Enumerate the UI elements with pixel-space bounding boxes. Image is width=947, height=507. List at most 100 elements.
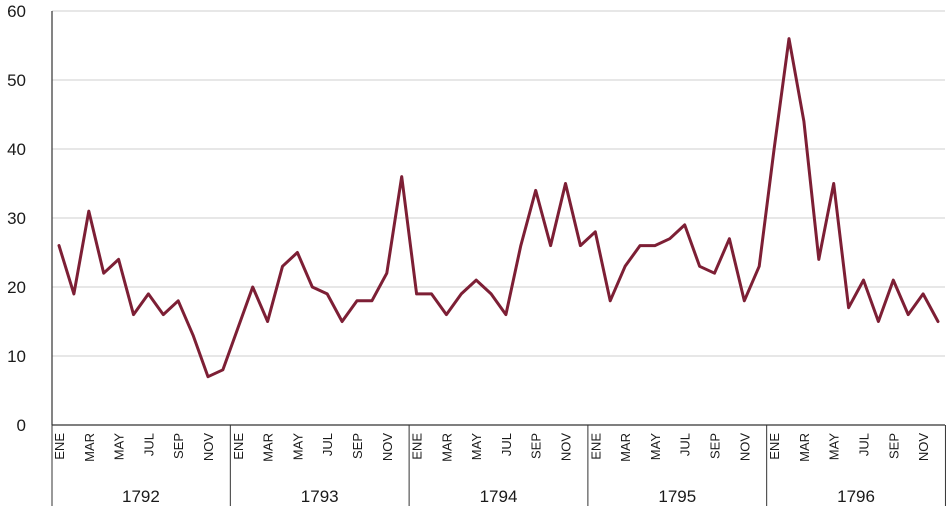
x-tick-label: SEP xyxy=(171,433,186,459)
x-tick-label: MAY xyxy=(290,433,305,461)
data-point xyxy=(192,334,195,337)
data-point xyxy=(206,375,209,378)
data-point xyxy=(579,244,582,247)
x-tick-label: NOV xyxy=(737,433,752,462)
x-tick-label: MAR xyxy=(82,433,97,462)
y-axis-tick-labels: 0 10 20 30 40 50 60 xyxy=(7,2,26,435)
data-point xyxy=(937,320,940,323)
x-tick-label: ENE xyxy=(588,433,603,460)
year-label: 1793 xyxy=(301,487,339,506)
x-tick-label: SEP xyxy=(529,433,544,459)
x-axis-year-labels: 1792 1793 1794 1795 1796 xyxy=(122,487,875,506)
data-point xyxy=(266,320,269,323)
data-point xyxy=(653,244,656,247)
x-tick-label: ENE xyxy=(52,433,67,460)
data-point xyxy=(400,175,403,178)
y-tick-label: 10 xyxy=(7,347,26,366)
data-point xyxy=(907,313,910,316)
y-tick-label: 0 xyxy=(17,416,26,435)
data-point xyxy=(311,286,314,289)
year-label: 1792 xyxy=(122,487,160,506)
x-tick-label: JUL xyxy=(499,433,514,456)
x-tick-label: ENE xyxy=(767,433,782,460)
data-point xyxy=(102,272,105,275)
data-point xyxy=(564,182,567,185)
data-point xyxy=(549,244,552,247)
data-point xyxy=(475,279,478,282)
y-tick-label: 60 xyxy=(7,2,26,21)
data-point xyxy=(758,265,761,268)
data-point xyxy=(743,299,746,302)
data-point xyxy=(117,258,120,261)
x-axis-month-labels: ENE MAR MAY JUL SEP NOV ENE MAR MAY JUL SEP NOV ENE M… xyxy=(52,433,931,462)
data-point xyxy=(326,292,329,295)
data-point xyxy=(922,292,925,295)
data-point xyxy=(788,37,791,40)
data-point xyxy=(162,313,165,316)
year-label: 1796 xyxy=(837,487,875,506)
grid-lines xyxy=(52,10,945,357)
data-point xyxy=(534,189,537,192)
x-tick-label: MAY xyxy=(827,433,842,461)
data-point xyxy=(832,182,835,185)
data-point xyxy=(177,299,180,302)
data-point xyxy=(251,286,254,289)
data-point xyxy=(445,313,448,316)
x-tick-label: SEP xyxy=(708,433,723,459)
data-point xyxy=(504,313,507,316)
x-tick-label: ENE xyxy=(410,433,425,460)
data-point xyxy=(892,279,895,282)
data-point xyxy=(877,320,880,323)
x-tick-label: JUL xyxy=(678,433,693,456)
data-point xyxy=(594,230,597,233)
data-point xyxy=(236,327,239,330)
x-tick-label: JUL xyxy=(857,433,872,456)
year-label: 1794 xyxy=(480,487,518,506)
x-tick-label: MAR xyxy=(261,433,276,462)
data-point xyxy=(58,244,61,247)
data-point xyxy=(415,292,418,295)
data-point xyxy=(713,272,716,275)
x-tick-label: JUL xyxy=(141,433,156,456)
data-point xyxy=(773,148,776,151)
data-point xyxy=(147,292,150,295)
x-tick-label: NOV xyxy=(201,433,216,462)
data-point xyxy=(72,292,75,295)
y-tick-label: 20 xyxy=(7,278,26,297)
data-point xyxy=(355,299,358,302)
data-point xyxy=(490,292,493,295)
x-tick-label: SEP xyxy=(350,433,365,459)
data-point xyxy=(430,292,433,295)
x-tick-label: ENE xyxy=(231,433,246,460)
data-point xyxy=(370,299,373,302)
data-point xyxy=(341,320,344,323)
x-tick-label: MAR xyxy=(618,433,633,462)
data-point xyxy=(847,306,850,309)
x-tick-label: MAR xyxy=(439,433,454,462)
x-tick-label: NOV xyxy=(380,433,395,462)
x-tick-label: MAY xyxy=(112,433,127,461)
series-layer xyxy=(57,37,940,379)
data-point xyxy=(728,237,731,240)
data-point xyxy=(817,258,820,261)
series-line xyxy=(57,37,940,379)
data-point xyxy=(221,368,224,371)
x-tick-label: SEP xyxy=(886,433,901,459)
data-point xyxy=(698,265,701,268)
data-point xyxy=(460,292,463,295)
data-point xyxy=(683,223,686,226)
data-point xyxy=(519,244,522,247)
x-tick-label: JUL xyxy=(320,433,335,456)
data-point xyxy=(132,313,135,316)
x-tick-label: NOV xyxy=(916,433,931,462)
data-point xyxy=(639,244,642,247)
data-point xyxy=(296,251,299,254)
data-point xyxy=(862,279,865,282)
data-point xyxy=(624,265,627,268)
data-point xyxy=(385,272,388,275)
year-label: 1795 xyxy=(658,487,696,506)
x-tick-label: MAY xyxy=(469,433,484,461)
data-point xyxy=(609,299,612,302)
x-tick-label: MAY xyxy=(648,433,663,461)
